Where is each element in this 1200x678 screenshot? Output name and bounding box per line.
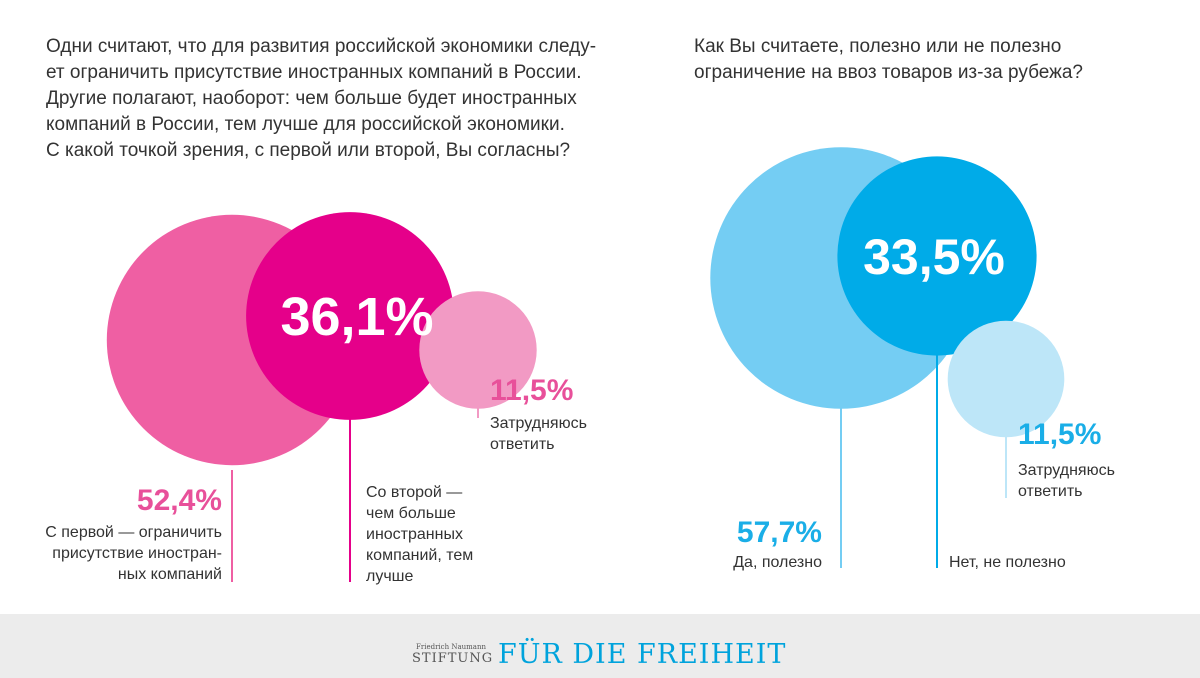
value-label-second: 36,1%: [280, 287, 433, 347]
left-question-line: ет ограничить присутствие иностранных ко…: [46, 62, 582, 83]
footer-bar: [0, 614, 1200, 678]
category-label-second: компаний, тем: [366, 547, 473, 564]
value-label-first: 52,4%: [137, 484, 222, 517]
left-question: Одни считают, что для развития российско…: [46, 34, 656, 164]
right-question-line: Как Вы считаете, полезно или не полезно: [694, 36, 1062, 57]
category-label-yes: Да, полезно: [733, 554, 822, 571]
category-label-unsure: ответить: [1018, 483, 1083, 500]
value-label-no: 33,5%: [863, 229, 1005, 285]
category-label-first: ных компаний: [118, 566, 222, 583]
right-question: Как Вы считаете, полезно или не полезно …: [694, 34, 1174, 86]
bubble-unsure: [947, 320, 1065, 438]
value-label-unsure: 11,5%: [490, 374, 573, 407]
value-label-unsure: 11,5%: [1018, 418, 1101, 451]
category-label-first: С первой — ограничить: [45, 524, 222, 541]
bubble-second: [246, 212, 454, 420]
category-label-no: Нет, не полезно: [949, 554, 1066, 571]
left-question-line: Другие полагают, наоборот: чем больше бу…: [46, 88, 577, 109]
category-label-unsure: ответить: [490, 436, 555, 453]
bubble-no: [837, 156, 1037, 356]
bubble-charts: 36,1% 52,4% 11,5% С первой — ограничить прис…: [45, 147, 1115, 585]
category-label-second: чем больше: [366, 505, 456, 522]
logo-foundation-name: Friedrich Naumann STIFTUNG: [412, 643, 494, 666]
category-label-unsure: Затрудняюсь: [490, 415, 587, 432]
value-label-yes: 57,7%: [737, 516, 822, 549]
category-label-second: иностранных: [366, 526, 463, 543]
logo-line-2: STIFTUNG: [412, 651, 494, 666]
category-label-second: Со второй —: [366, 484, 462, 501]
left-question-line: С какой точкой зрения, с первой или втор…: [46, 140, 571, 161]
left-question-line: компаний в России, тем лучше для российс…: [46, 114, 565, 135]
category-label-unsure: Затрудняюсь: [1018, 462, 1115, 479]
logo-slogan: FÜR DIE FREIHEIT: [498, 639, 787, 670]
bubble-unsure: [419, 291, 537, 409]
category-label-second: лучше: [366, 568, 414, 585]
right-question-line: ограничение на ввоз товаров из-за рубежа…: [694, 62, 1083, 83]
left-question-line: Одни считают, что для развития российско…: [46, 36, 597, 57]
foundation-logo: Friedrich Naumann STIFTUNG FÜR DIE FREIH…: [412, 640, 792, 670]
category-label-first: присутствие иностран-: [52, 545, 222, 562]
logo-line-1: Friedrich Naumann: [416, 643, 486, 651]
